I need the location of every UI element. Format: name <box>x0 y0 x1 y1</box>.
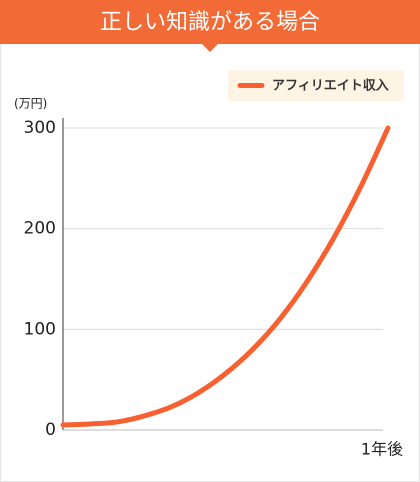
y-tick-label: 0 <box>45 420 56 440</box>
chart-title: 正しい知識がある場合 <box>100 10 320 35</box>
line <box>60 125 391 428</box>
y-tick-label: 200 <box>24 219 56 239</box>
header-band <box>0 0 420 44</box>
header-notch <box>202 44 218 52</box>
x-tick-label: 1年後 <box>361 440 403 459</box>
y-tick-label: 100 <box>24 319 56 339</box>
y-axis-label: (万円) <box>14 97 47 111</box>
y-tick-label: 300 <box>24 118 56 138</box>
legend-label: アフィリエイト収入 <box>272 79 389 94</box>
